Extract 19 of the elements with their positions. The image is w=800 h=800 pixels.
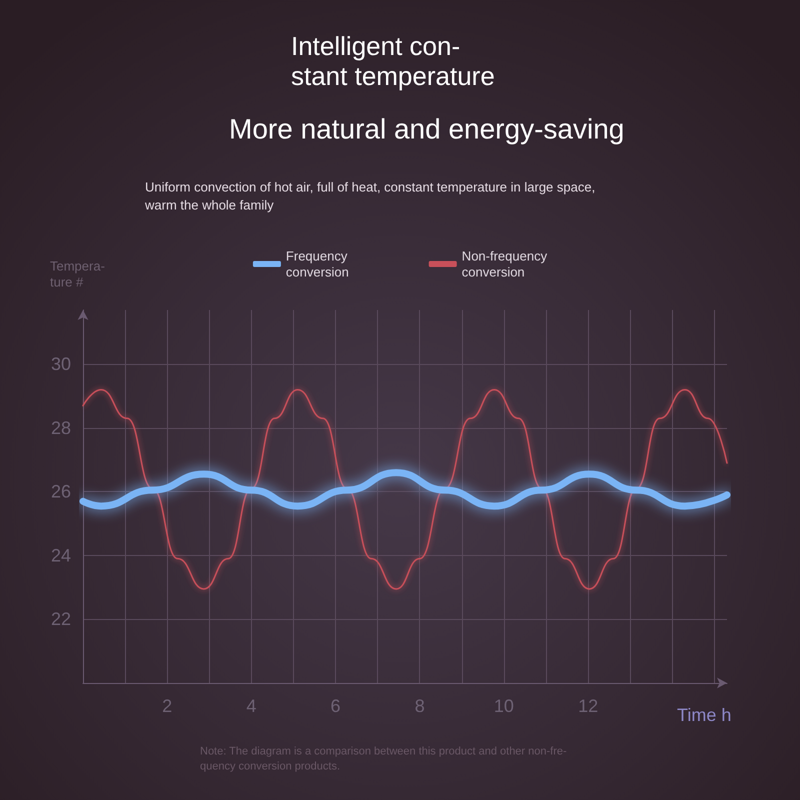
- x-tick-label: 10: [494, 696, 514, 716]
- x-tick-label: 12: [578, 696, 598, 716]
- chart-title: Intelligent con- stant temperature: [291, 31, 495, 91]
- y-tick-label: 24: [50, 545, 71, 566]
- text: Uniform convection of hot air, full of heat, constant temperature in large space, warm the whole family: [144, 180, 596, 212]
- y-tick-label: 30: [50, 354, 71, 374]
- legend-label: Non-frequency conversion: [462, 248, 548, 280]
- y-tick-label: 26: [50, 482, 71, 502]
- chart-subtitle: More natural and energy-saving: [229, 114, 624, 144]
- y-tick-label: 22: [50, 609, 71, 630]
- x-tick-label: 6: [330, 696, 341, 716]
- x-axis-title: Time h: [677, 705, 732, 725]
- y-tick-label: 28: [50, 418, 71, 438]
- x-tick-label: 2: [162, 696, 172, 716]
- x-tick-label: 4: [246, 696, 256, 716]
- y-axis-title: Tempera- ture #: [50, 258, 105, 290]
- x-tick-label: 8: [414, 696, 425, 716]
- line-series: [82, 388, 728, 590]
- legend-label: Frequency conversion: [286, 248, 349, 280]
